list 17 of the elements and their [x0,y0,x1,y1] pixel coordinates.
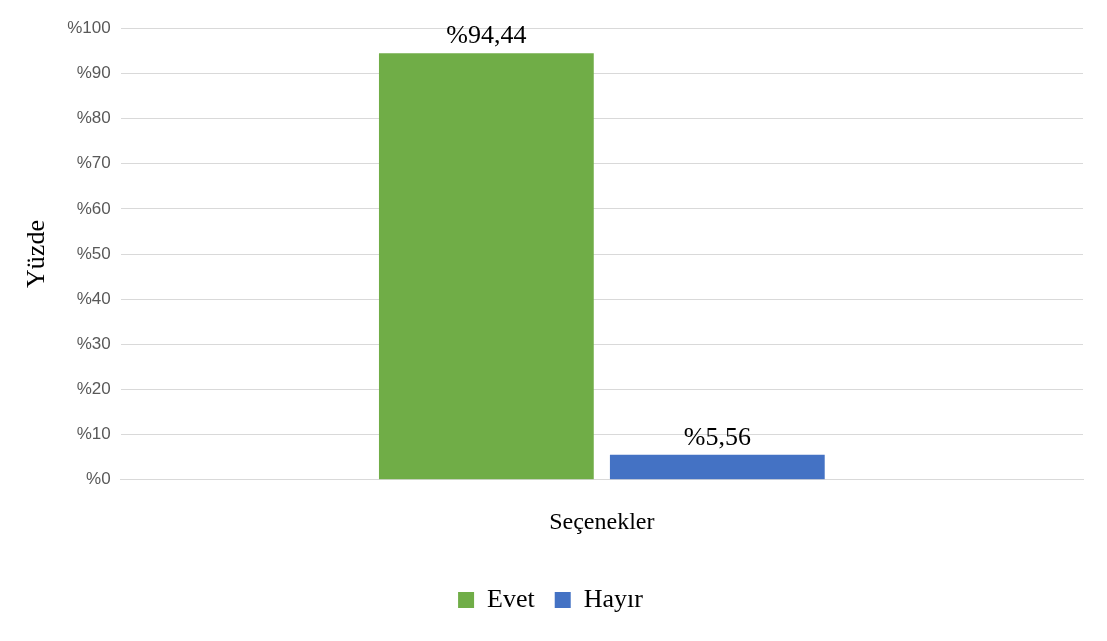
legend-label: Hayır [583,583,644,613]
y-tick-label: %60 [76,198,111,218]
x-axis-title: Seçenekler [549,507,655,534]
legend-label: Evet [487,583,536,613]
y-tick-label: %40 [76,288,111,308]
data-label: %5,56 [683,421,751,451]
y-tick-label: %30 [76,334,111,354]
y-tick-label: %70 [76,153,111,173]
data-label: %94,44 [446,20,527,50]
y-tick-label: %0 [86,469,111,489]
y-tick-label: %100 [67,17,111,37]
y-tick-label: %50 [76,243,111,263]
y-tick-label: %20 [76,379,111,399]
y-tick-label: %80 [76,108,111,128]
y-tick-label: %10 [76,424,111,444]
y-axis-title: Yüzde [21,220,51,288]
y-tick-label: %90 [76,63,111,83]
